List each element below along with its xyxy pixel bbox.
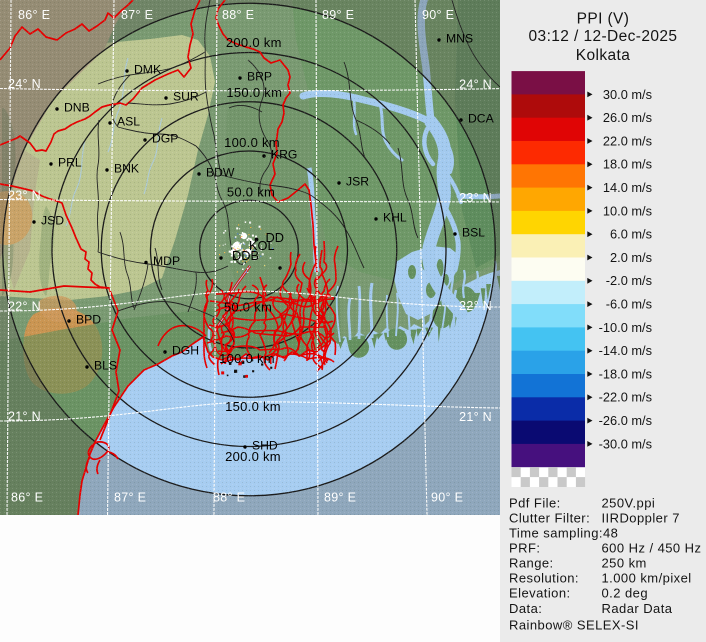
svg-text:PRF:: PRF: bbox=[509, 541, 540, 556]
svg-text:250 km: 250 km bbox=[602, 556, 647, 571]
svg-text:03:12 / 12-Dec-2025: 03:12 / 12-Dec-2025 bbox=[529, 28, 678, 45]
svg-text:-22.0 m/s: -22.0 m/s bbox=[599, 390, 652, 405]
svg-text:2.0 m/s: 2.0 m/s bbox=[610, 250, 652, 265]
svg-text:14.0 m/s: 14.0 m/s bbox=[603, 180, 652, 195]
svg-text:30.0 m/s: 30.0 m/s bbox=[603, 87, 652, 102]
svg-text:10.0 m/s: 10.0 m/s bbox=[603, 203, 652, 218]
svg-text:-2.0 m/s: -2.0 m/s bbox=[606, 273, 652, 288]
svg-text:IIRDoppler 7: IIRDoppler 7 bbox=[602, 510, 680, 525]
svg-text:-6.0 m/s: -6.0 m/s bbox=[606, 297, 652, 312]
svg-text:Range:: Range: bbox=[509, 556, 554, 571]
svg-text:-18.0 m/s: -18.0 m/s bbox=[599, 366, 652, 381]
svg-text:-14.0 m/s: -14.0 m/s bbox=[599, 343, 652, 358]
svg-text:Rainbow® SELEX-SI: Rainbow® SELEX-SI bbox=[509, 618, 639, 633]
svg-text:Kolkata: Kolkata bbox=[576, 47, 631, 64]
svg-text:Clutter Filter:: Clutter Filter: bbox=[509, 510, 590, 525]
svg-text:Data:: Data: bbox=[509, 601, 542, 616]
svg-text:Pdf File:: Pdf File: bbox=[509, 495, 561, 510]
svg-text:600 Hz / 450 Hz: 600 Hz / 450 Hz bbox=[602, 541, 702, 556]
svg-text:-10.0 m/s: -10.0 m/s bbox=[599, 320, 652, 335]
svg-text:6.0 m/s: 6.0 m/s bbox=[610, 227, 652, 242]
svg-text:0.2 deg: 0.2 deg bbox=[602, 586, 649, 601]
svg-text:-30.0 m/s: -30.0 m/s bbox=[599, 436, 652, 451]
svg-text:Radar Data: Radar Data bbox=[602, 601, 673, 616]
svg-text:Elevation:: Elevation: bbox=[509, 586, 571, 601]
svg-text:250V.ppi: 250V.ppi bbox=[602, 495, 656, 510]
svg-text:22.0 m/s: 22.0 m/s bbox=[603, 133, 652, 148]
svg-text:48: 48 bbox=[603, 526, 618, 541]
svg-text:26.0 m/s: 26.0 m/s bbox=[603, 110, 652, 125]
svg-text:-26.0 m/s: -26.0 m/s bbox=[599, 413, 652, 428]
svg-text:PPI (V): PPI (V) bbox=[577, 11, 630, 28]
svg-text:Time sampling:: Time sampling: bbox=[509, 526, 603, 541]
svg-text:18.0 m/s: 18.0 m/s bbox=[603, 157, 652, 172]
svg-text:1.000 km/pixel: 1.000 km/pixel bbox=[602, 571, 692, 586]
svg-text:Resolution:: Resolution: bbox=[509, 571, 579, 586]
